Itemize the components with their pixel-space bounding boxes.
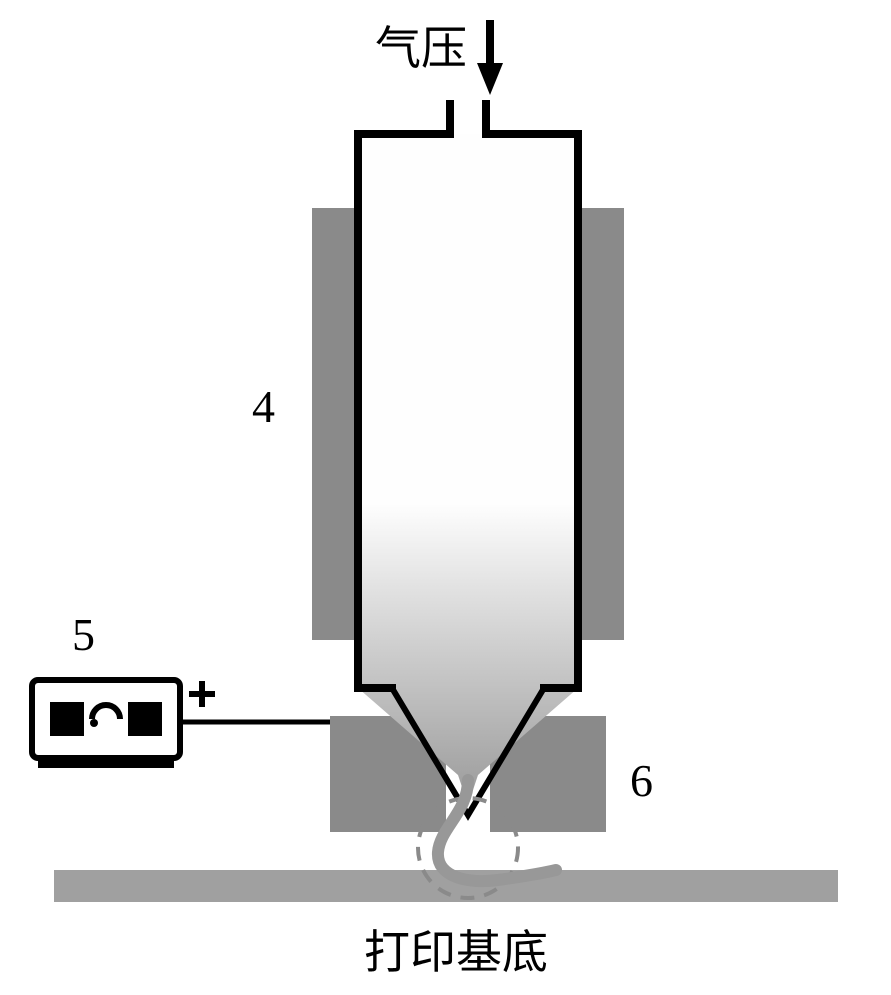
label-top: 气压 [375,12,467,78]
arrow-head-icon [477,63,503,95]
label-5: 5 [72,608,95,661]
label-bottom: 打印基底 [364,916,548,982]
label-4: 4 [252,380,275,433]
diagram-svg [0,0,891,995]
inlet-port [450,100,486,134]
label-6: 6 [630,754,653,807]
device-button-1 [50,702,84,736]
device-knob-dot [90,719,98,727]
plus-icon [192,684,212,704]
device-button-2 [128,702,162,736]
device-base [38,758,174,768]
syringe-fill [358,134,578,805]
